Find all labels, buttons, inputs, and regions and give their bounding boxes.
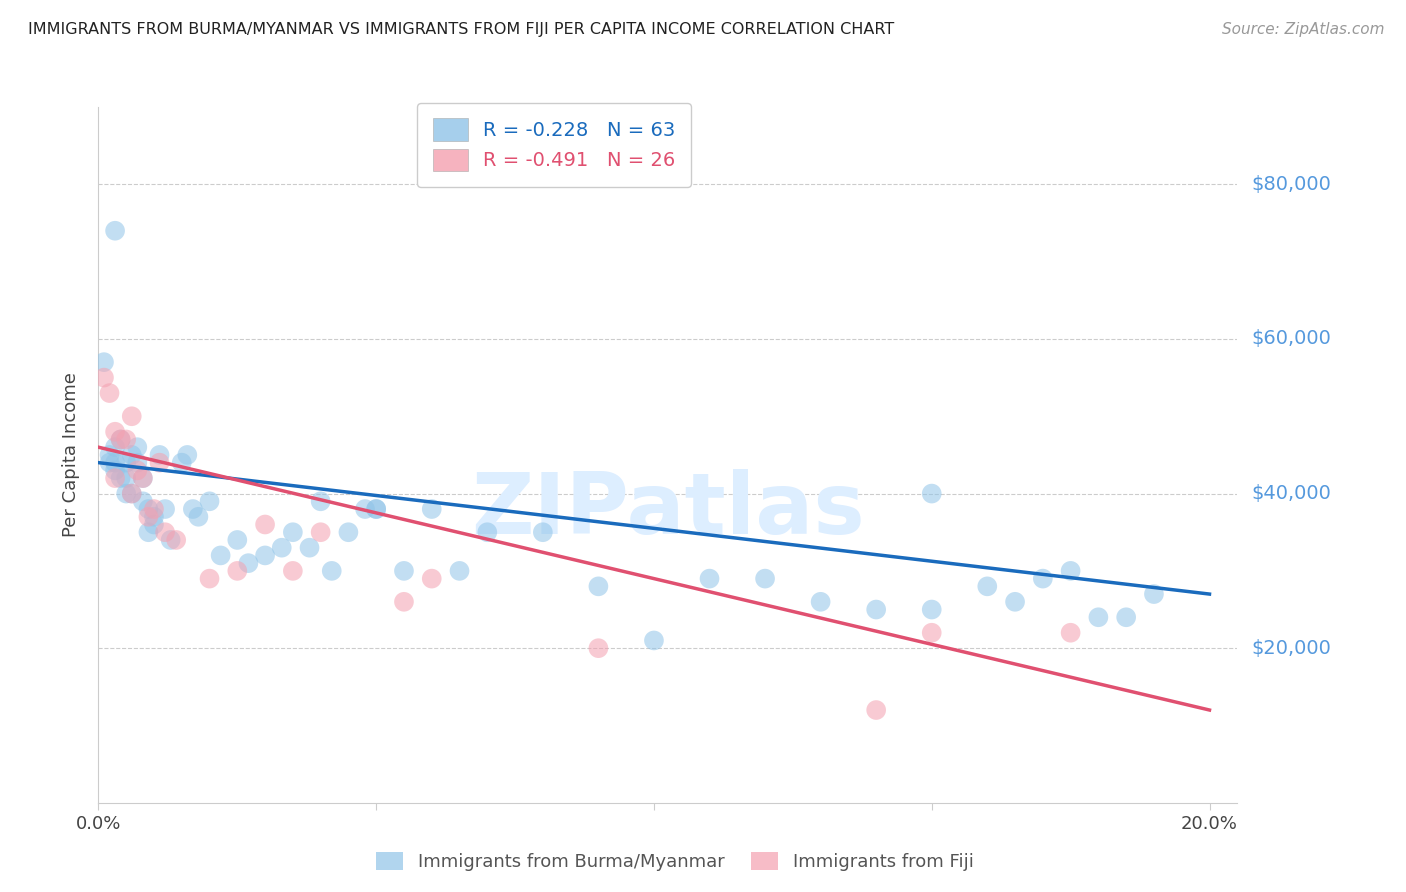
Point — [181, 502, 204, 516]
Point — [98, 448, 121, 462]
Point — [143, 517, 166, 532]
Point — [420, 572, 443, 586]
Point — [337, 525, 360, 540]
Point — [93, 370, 115, 384]
Point — [198, 572, 221, 586]
Point — [121, 486, 143, 500]
Point — [281, 525, 304, 540]
Point — [1004, 595, 1026, 609]
Point — [110, 433, 132, 447]
Point — [159, 533, 181, 547]
Point — [132, 471, 155, 485]
Y-axis label: Per Capita Income: Per Capita Income — [62, 373, 80, 537]
Point — [366, 502, 388, 516]
Point — [110, 471, 132, 485]
Point — [98, 456, 121, 470]
Point — [104, 471, 127, 485]
Point — [254, 549, 277, 563]
Point — [298, 541, 321, 555]
Point — [392, 595, 415, 609]
Point — [865, 602, 887, 616]
Point — [392, 564, 415, 578]
Text: IMMIGRANTS FROM BURMA/MYANMAR VS IMMIGRANTS FROM FIJI PER CAPITA INCOME CORRELAT: IMMIGRANTS FROM BURMA/MYANMAR VS IMMIGRA… — [28, 22, 894, 37]
Point — [1115, 610, 1137, 624]
Point — [104, 456, 127, 470]
Point — [121, 448, 143, 462]
Point — [309, 525, 332, 540]
Text: $60,000: $60,000 — [1251, 329, 1331, 349]
Point — [354, 502, 377, 516]
Point — [127, 463, 149, 477]
Point — [143, 509, 166, 524]
Point — [810, 595, 832, 609]
Point — [104, 224, 127, 238]
Point — [176, 448, 198, 462]
Point — [153, 525, 176, 540]
Point — [115, 486, 138, 500]
Point — [226, 564, 249, 578]
Point — [865, 703, 887, 717]
Point — [477, 525, 499, 540]
Point — [115, 471, 138, 485]
Point — [921, 602, 943, 616]
Point — [1087, 610, 1109, 624]
Point — [754, 572, 776, 586]
Point — [921, 486, 943, 500]
Point — [531, 525, 554, 540]
Point — [115, 433, 138, 447]
Point — [921, 625, 943, 640]
Point — [132, 471, 155, 485]
Point — [165, 533, 187, 547]
Point — [93, 355, 115, 369]
Point — [104, 463, 127, 477]
Point — [281, 564, 304, 578]
Point — [643, 633, 665, 648]
Point — [104, 425, 127, 439]
Point — [143, 502, 166, 516]
Point — [132, 494, 155, 508]
Point — [321, 564, 343, 578]
Point — [148, 448, 170, 462]
Point — [138, 525, 160, 540]
Point — [121, 409, 143, 424]
Point — [209, 549, 232, 563]
Legend: R = -0.228   N = 63, R = -0.491   N = 26: R = -0.228 N = 63, R = -0.491 N = 26 — [418, 103, 690, 186]
Point — [366, 502, 388, 516]
Point — [148, 456, 170, 470]
Point — [187, 509, 209, 524]
Point — [98, 386, 121, 401]
Point — [138, 502, 160, 516]
Point — [420, 502, 443, 516]
Point — [138, 509, 160, 524]
Point — [588, 641, 610, 656]
Point — [1059, 625, 1081, 640]
Point — [1032, 572, 1054, 586]
Point — [153, 502, 176, 516]
Point — [198, 494, 221, 508]
Point — [976, 579, 998, 593]
Point — [1143, 587, 1166, 601]
Point — [588, 579, 610, 593]
Point — [121, 486, 143, 500]
Point — [226, 533, 249, 547]
Text: $80,000: $80,000 — [1251, 175, 1331, 194]
Point — [104, 440, 127, 454]
Point — [170, 456, 193, 470]
Point — [127, 456, 149, 470]
Point — [309, 494, 332, 508]
Point — [127, 440, 149, 454]
Point — [270, 541, 292, 555]
Text: Source: ZipAtlas.com: Source: ZipAtlas.com — [1222, 22, 1385, 37]
Text: $20,000: $20,000 — [1251, 639, 1331, 657]
Text: $40,000: $40,000 — [1251, 484, 1331, 503]
Point — [115, 456, 138, 470]
Legend: Immigrants from Burma/Myanmar, Immigrants from Fiji: Immigrants from Burma/Myanmar, Immigrant… — [368, 845, 981, 879]
Point — [449, 564, 471, 578]
Point — [238, 556, 260, 570]
Text: ZIPatlas: ZIPatlas — [471, 469, 865, 552]
Point — [254, 517, 277, 532]
Point — [699, 572, 721, 586]
Point — [1059, 564, 1081, 578]
Point — [110, 433, 132, 447]
